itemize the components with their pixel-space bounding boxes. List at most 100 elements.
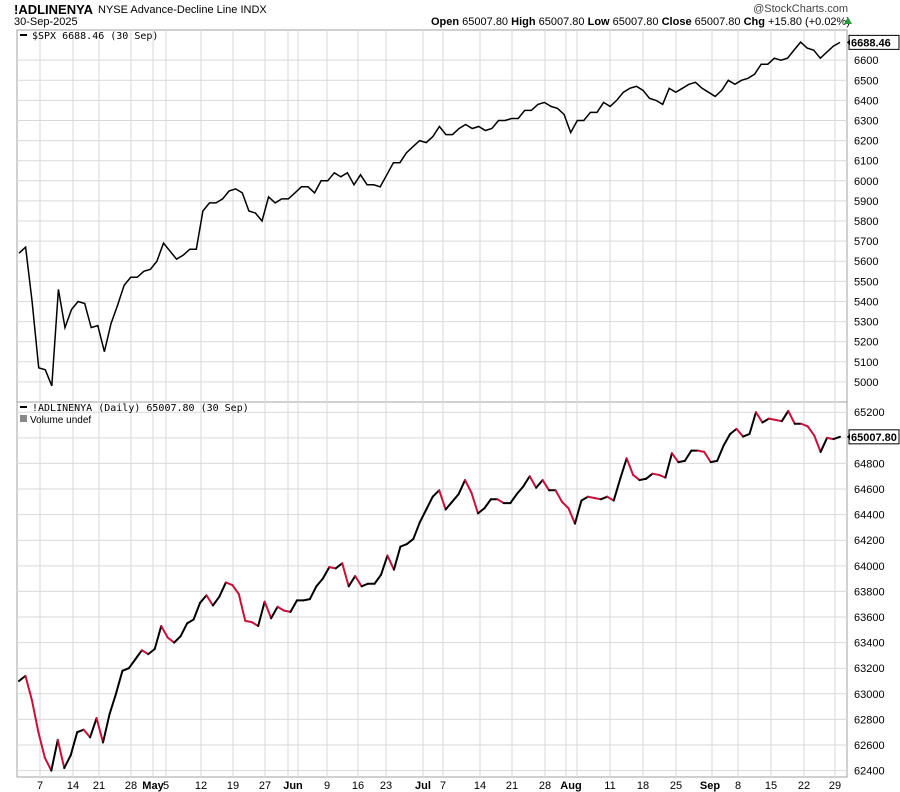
ad-line-segment xyxy=(153,624,163,651)
ad-line-segment xyxy=(599,495,609,501)
low-value: 65007.80 xyxy=(612,16,659,28)
x-day-label: 16 xyxy=(352,780,364,792)
y-tick-label: 65200 xyxy=(854,407,885,419)
x-day-label: 18 xyxy=(637,780,649,792)
ad-line-segment xyxy=(334,562,344,570)
x-day-label: 27 xyxy=(259,780,271,792)
ad-line-segment xyxy=(82,728,92,739)
last-value-label: 65007.80 xyxy=(851,432,897,444)
ad-line-segment xyxy=(270,605,279,620)
ad-line-segment xyxy=(114,669,124,695)
ad-line-segment xyxy=(173,635,182,644)
ad-line-segment xyxy=(567,507,576,525)
ad-line-segment xyxy=(561,500,570,510)
ad-line-segment xyxy=(657,473,667,479)
ad-line-segment xyxy=(742,432,751,438)
ad-line-segment xyxy=(748,411,757,435)
y-tick-label: 62800 xyxy=(854,714,885,726)
ad-line-segment xyxy=(360,582,370,588)
ad-line-segment xyxy=(63,754,72,770)
x-month-label: May xyxy=(142,780,164,792)
y-tick-label: 64600 xyxy=(854,484,885,496)
ad-line-segment xyxy=(541,479,551,492)
ad-line-segment xyxy=(651,472,660,476)
ad-line-segment xyxy=(199,594,208,604)
ad-line-segment xyxy=(205,594,214,607)
ad-line-segment xyxy=(509,493,518,505)
ad-line-segment xyxy=(716,444,725,462)
x-day-label: 14 xyxy=(67,780,79,792)
y-tick-label: 6500 xyxy=(854,75,878,87)
ad-line-segment xyxy=(438,489,447,511)
ad-line-segment xyxy=(121,667,130,672)
y-tick-label: 5500 xyxy=(854,276,878,288)
up-arrow-icon xyxy=(844,17,852,24)
volume-icon xyxy=(20,415,27,422)
x-day-label: 12 xyxy=(195,780,207,792)
x-day-label: 14 xyxy=(474,780,486,792)
ad-line-segment xyxy=(586,495,596,499)
ad-line-segment xyxy=(179,622,189,638)
y-tick-label: 5000 xyxy=(854,377,878,389)
ad-line-segment xyxy=(192,601,202,621)
y-tick-label: 62400 xyxy=(854,766,885,778)
ad-line-segment xyxy=(160,624,169,639)
ad-line-segment xyxy=(554,489,564,503)
ad-line-segment xyxy=(399,543,408,548)
x-day-label: 28 xyxy=(125,780,137,792)
ad-line-segment xyxy=(664,452,673,479)
y-tick-label: 5600 xyxy=(854,256,878,268)
pane-legend: $SPX 6688.46 (30 Sep) xyxy=(32,31,158,42)
ad-line-segment xyxy=(43,756,53,772)
last-value-pointer-icon xyxy=(847,39,850,46)
ad-line-segment xyxy=(263,600,273,620)
ad-line-segment xyxy=(341,562,350,588)
ad-line-segment xyxy=(431,489,441,498)
ad-line-segment xyxy=(289,599,298,613)
ad-line-segment xyxy=(522,475,531,488)
ad-line-segment xyxy=(625,457,635,476)
ad-line-segment xyxy=(464,479,473,494)
ad-line-segment xyxy=(211,595,221,607)
ad-line-segment xyxy=(683,449,693,462)
ad-line-segment xyxy=(392,545,402,571)
ad-line-segment xyxy=(677,459,686,464)
high-label: High xyxy=(511,16,536,28)
y-tick-label: 5200 xyxy=(854,337,878,349)
ad-line-segment xyxy=(127,658,137,670)
x-day-label: 25 xyxy=(670,780,682,792)
ohlc-summary: Open 65007.80 High 65007.80 Low 65007.80… xyxy=(431,16,850,28)
x-day-label: 23 xyxy=(380,780,392,792)
y-tick-label: 64400 xyxy=(854,510,885,522)
ad-line-segment xyxy=(37,731,46,759)
y-tick-label: 5900 xyxy=(854,196,878,208)
ad-line-segment xyxy=(321,566,331,580)
y-tick-label: 63200 xyxy=(854,663,885,675)
pane-legend: !ADLINENYA (Daily) 65007.80 (30 Sep) xyxy=(32,403,249,414)
ad-line-segment xyxy=(819,436,829,453)
y-tick-label: 62600 xyxy=(854,740,885,752)
high-value: 65007.80 xyxy=(538,16,585,28)
last-value-label: 6688.46 xyxy=(851,37,891,49)
ad-line-segment xyxy=(69,731,79,757)
ad-line-segment xyxy=(593,496,602,501)
ad-line-segment xyxy=(787,409,796,425)
ad-line-segment xyxy=(380,554,389,576)
close-label: Close xyxy=(661,16,692,28)
ad-line-segment xyxy=(354,575,363,588)
open-label: Open xyxy=(430,16,460,28)
y-tick-label: 5700 xyxy=(854,236,878,248)
ad-line-segment xyxy=(244,619,253,624)
ad-line-segment xyxy=(470,491,479,515)
x-day-label: 22 xyxy=(798,780,810,792)
x-day-label: 11 xyxy=(604,780,615,792)
x-month-label: Sep xyxy=(700,780,720,792)
ad-line-segment xyxy=(832,435,841,441)
y-tick-label: 6200 xyxy=(854,136,878,148)
ad-line-segment xyxy=(632,473,641,482)
last-value-pointer-icon xyxy=(847,433,850,440)
ad-line-segment xyxy=(735,427,745,438)
ad-line-segment xyxy=(670,452,680,464)
ad-line-segment xyxy=(619,457,628,480)
